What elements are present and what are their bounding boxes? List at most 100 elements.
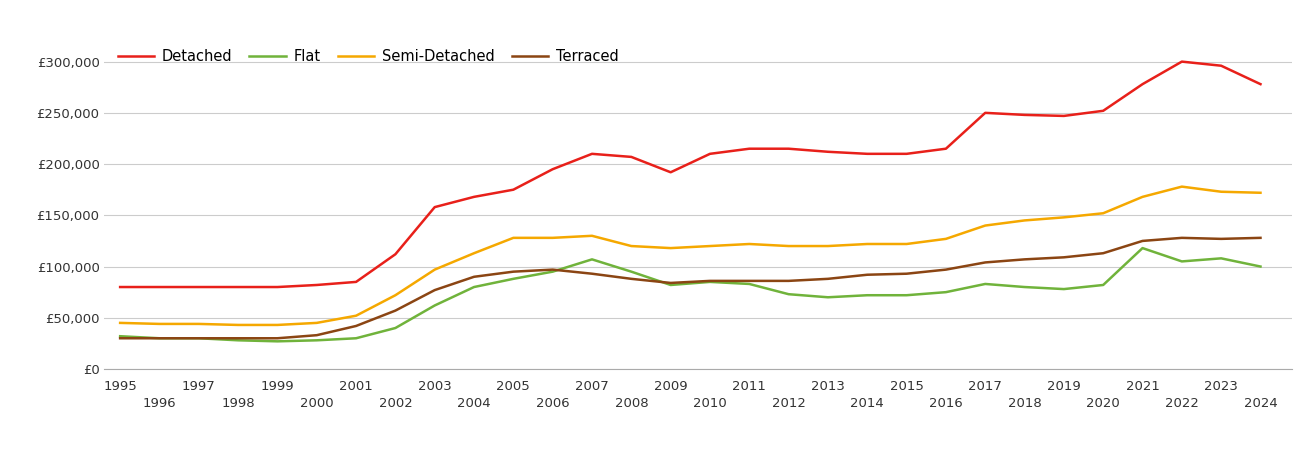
Detached — [191, 284, 206, 290]
Semi-Detached — [1214, 189, 1229, 194]
Text: 2000: 2000 — [300, 397, 334, 410]
Text: 2018: 2018 — [1007, 397, 1041, 410]
Terraced — [1174, 235, 1190, 241]
Semi-Detached — [191, 321, 206, 327]
Flat — [466, 284, 482, 290]
Line: Semi-Detached: Semi-Detached — [120, 187, 1261, 325]
Text: 2009: 2009 — [654, 380, 688, 393]
Detached — [663, 170, 679, 175]
Text: 1997: 1997 — [181, 380, 215, 393]
Semi-Detached — [899, 241, 915, 247]
Semi-Detached — [112, 320, 128, 326]
Text: 1998: 1998 — [222, 397, 254, 410]
Terraced — [388, 308, 403, 313]
Text: 2006: 2006 — [536, 397, 569, 410]
Terraced — [1095, 251, 1111, 256]
Detached — [348, 279, 364, 284]
Flat — [1214, 256, 1229, 261]
Terraced — [977, 260, 993, 265]
Text: 1999: 1999 — [261, 380, 294, 393]
Flat — [388, 325, 403, 331]
Detached — [1017, 112, 1032, 117]
Text: 2021: 2021 — [1126, 380, 1159, 393]
Terraced — [1253, 235, 1268, 241]
Terraced — [151, 336, 167, 341]
Detached — [1253, 81, 1268, 87]
Detached — [860, 151, 876, 157]
Detached — [505, 187, 521, 193]
Terraced — [938, 267, 954, 272]
Text: 2017: 2017 — [968, 380, 1002, 393]
Terraced — [230, 336, 245, 341]
Flat — [505, 276, 521, 282]
Semi-Detached — [860, 241, 876, 247]
Semi-Detached — [938, 236, 954, 242]
Flat — [191, 336, 206, 341]
Detached — [1134, 81, 1150, 87]
Flat — [585, 256, 600, 262]
Line: Terraced: Terraced — [120, 238, 1261, 338]
Semi-Detached — [780, 243, 796, 249]
Text: 2024: 2024 — [1244, 397, 1278, 410]
Semi-Detached — [230, 322, 245, 328]
Terraced — [702, 278, 718, 284]
Text: 2007: 2007 — [576, 380, 609, 393]
Terraced — [348, 323, 364, 328]
Flat — [977, 281, 993, 287]
Terraced — [585, 271, 600, 276]
Terraced — [663, 280, 679, 286]
Flat — [938, 289, 954, 295]
Flat — [112, 333, 128, 339]
Line: Detached: Detached — [120, 62, 1261, 287]
Text: 2014: 2014 — [851, 397, 885, 410]
Flat — [348, 336, 364, 341]
Text: 2022: 2022 — [1165, 397, 1199, 410]
Detached — [977, 110, 993, 116]
Flat — [899, 292, 915, 298]
Detached — [702, 151, 718, 157]
Flat — [702, 279, 718, 284]
Flat — [1253, 264, 1268, 269]
Detached — [624, 154, 639, 160]
Detached — [112, 284, 128, 290]
Semi-Detached — [466, 251, 482, 256]
Terraced — [741, 278, 757, 284]
Flat — [741, 281, 757, 287]
Flat — [1056, 286, 1071, 292]
Semi-Detached — [270, 322, 286, 328]
Semi-Detached — [1174, 184, 1190, 189]
Semi-Detached — [1253, 190, 1268, 195]
Text: 2012: 2012 — [771, 397, 805, 410]
Legend: Detached, Flat, Semi-Detached, Terraced: Detached, Flat, Semi-Detached, Terraced — [112, 43, 624, 70]
Flat — [860, 292, 876, 298]
Terraced — [1134, 238, 1150, 243]
Flat — [309, 338, 325, 343]
Detached — [585, 151, 600, 157]
Text: 1996: 1996 — [142, 397, 176, 410]
Flat — [1095, 282, 1111, 288]
Semi-Detached — [820, 243, 835, 249]
Flat — [230, 338, 245, 343]
Semi-Detached — [309, 320, 325, 326]
Flat — [624, 269, 639, 274]
Flat — [1017, 284, 1032, 290]
Detached — [741, 146, 757, 151]
Semi-Detached — [1056, 215, 1071, 220]
Terraced — [780, 278, 796, 284]
Detached — [1174, 59, 1190, 64]
Semi-Detached — [663, 245, 679, 251]
Semi-Detached — [505, 235, 521, 241]
Semi-Detached — [545, 235, 561, 241]
Text: 2011: 2011 — [732, 380, 766, 393]
Terraced — [505, 269, 521, 274]
Text: 2019: 2019 — [1047, 380, 1081, 393]
Text: 2003: 2003 — [418, 380, 452, 393]
Semi-Detached — [1017, 218, 1032, 223]
Text: 2001: 2001 — [339, 380, 373, 393]
Flat — [820, 295, 835, 300]
Text: 2015: 2015 — [890, 380, 924, 393]
Text: 2004: 2004 — [457, 397, 491, 410]
Detached — [230, 284, 245, 290]
Detached — [151, 284, 167, 290]
Flat — [151, 336, 167, 341]
